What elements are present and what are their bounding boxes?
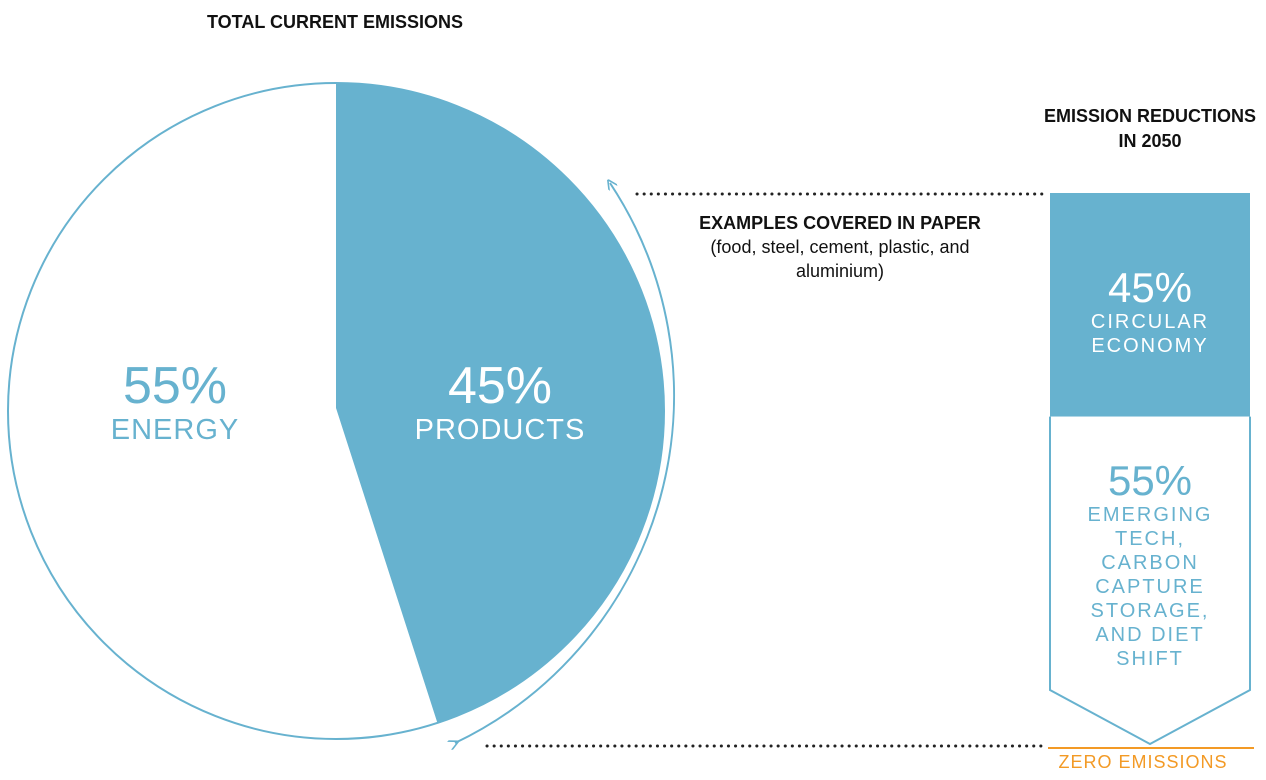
examples-subtitle: (food, steel, cement, plastic, and alumi… xyxy=(710,237,970,281)
products-slice-name: PRODUCTS xyxy=(414,414,586,446)
bar-segment-emerging-tech xyxy=(1049,416,1251,746)
energy-slice-label: 55% ENERGY xyxy=(60,358,290,446)
examples-note: EXAMPLES COVERED IN PAPER (food, steel, … xyxy=(680,211,1000,283)
energy-slice-value: 55% xyxy=(122,357,228,415)
emerging-segment-name: EMERGING TECH, CARBON CAPTURE STORAGE, A… xyxy=(1087,504,1213,670)
products-slice-label: 45% PRODUCTS xyxy=(375,358,625,446)
products-bracket-arrow xyxy=(455,183,676,743)
emerging-segment-value: 55% xyxy=(1107,457,1193,504)
products-slice-value: 45% xyxy=(447,357,553,415)
emerging-segment-label: 55% EMERGING TECH, CARBON CAPTURE STORAG… xyxy=(1078,459,1222,671)
circular-segment-value: 45% xyxy=(1107,264,1193,311)
zero-emissions-label: ZERO EMISSIONS xyxy=(1058,752,1228,772)
reduction-bar xyxy=(1049,193,1251,746)
circular-segment-name: CIRCULAR ECONOMY xyxy=(1090,311,1210,357)
circular-segment-label: 45% CIRCULAR ECONOMY xyxy=(1050,266,1250,358)
bar-segment-circular-economy xyxy=(1050,193,1250,417)
examples-title: EXAMPLES COVERED IN PAPER xyxy=(699,213,981,233)
energy-slice-name: ENERGY xyxy=(110,414,240,446)
pie-title: TOTAL CURRENT EMISSIONS xyxy=(206,12,464,32)
reduction-title: EMISSION REDUCTIONS IN 2050 xyxy=(1043,106,1257,151)
